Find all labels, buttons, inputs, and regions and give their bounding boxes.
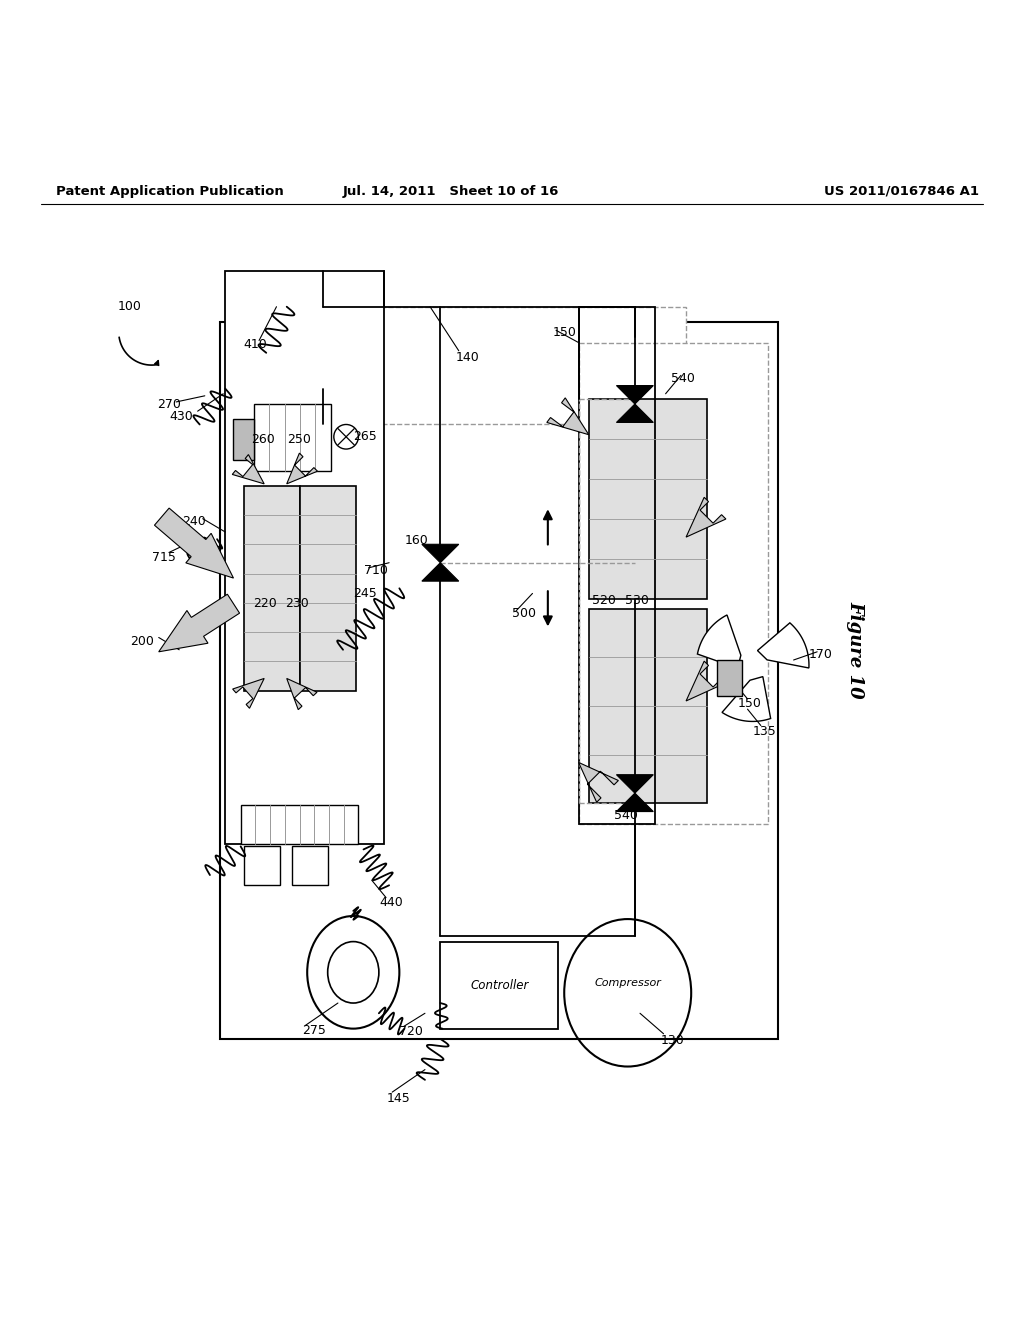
Polygon shape	[697, 615, 741, 668]
Polygon shape	[422, 562, 459, 581]
Bar	[579, 306, 655, 824]
Polygon shape	[232, 454, 264, 484]
Bar	[220, 322, 778, 1039]
Text: 200: 200	[130, 635, 154, 648]
Text: 440: 440	[379, 896, 402, 909]
Text: 150: 150	[553, 326, 577, 339]
Polygon shape	[686, 661, 726, 701]
Text: 715: 715	[152, 552, 175, 564]
Bar	[300, 486, 356, 690]
Text: Compressor: Compressor	[594, 978, 662, 987]
Polygon shape	[616, 385, 653, 404]
Text: 135: 135	[753, 725, 776, 738]
Bar	[244, 486, 300, 690]
Text: Controller: Controller	[470, 978, 528, 991]
Polygon shape	[155, 508, 233, 578]
Text: 720: 720	[399, 1026, 423, 1039]
Text: 430: 430	[169, 409, 193, 422]
Polygon shape	[616, 404, 653, 422]
Bar	[579, 343, 768, 824]
Text: 240: 240	[182, 515, 206, 528]
Text: 140: 140	[456, 351, 479, 364]
Text: 160: 160	[404, 533, 428, 546]
Polygon shape	[686, 498, 726, 537]
Text: 250: 250	[287, 433, 310, 446]
Bar	[440, 941, 558, 1028]
Polygon shape	[616, 775, 653, 793]
Text: 130: 130	[660, 1035, 684, 1048]
Text: Jul. 14, 2011   Sheet 10 of 16: Jul. 14, 2011 Sheet 10 of 16	[342, 185, 559, 198]
Text: 540: 540	[614, 809, 638, 822]
Bar	[225, 271, 384, 845]
Polygon shape	[287, 453, 317, 484]
Text: 145: 145	[387, 1092, 411, 1105]
Text: Figure 10: Figure 10	[846, 601, 864, 698]
Bar	[241, 805, 358, 845]
Text: 230: 230	[285, 597, 308, 610]
Text: 260: 260	[251, 433, 274, 446]
Bar	[233, 420, 254, 461]
Bar	[254, 404, 331, 470]
Bar	[589, 609, 707, 804]
Polygon shape	[547, 397, 589, 434]
Text: 245: 245	[353, 587, 377, 599]
Polygon shape	[758, 623, 809, 668]
Bar	[717, 660, 742, 696]
Text: 150: 150	[737, 697, 761, 710]
Text: 275: 275	[302, 1024, 326, 1038]
Text: Patent Application Publication: Patent Application Publication	[56, 185, 284, 198]
Polygon shape	[579, 763, 618, 803]
Polygon shape	[722, 677, 771, 722]
Text: 710: 710	[364, 565, 387, 577]
Text: 270: 270	[157, 397, 180, 411]
Text: 530: 530	[625, 594, 648, 607]
Text: 520: 520	[592, 594, 615, 607]
Text: 410: 410	[244, 338, 267, 351]
Bar	[589, 399, 707, 598]
Polygon shape	[422, 544, 459, 562]
Text: 540: 540	[671, 372, 694, 385]
Bar	[244, 846, 280, 886]
Text: 170: 170	[809, 648, 833, 661]
Polygon shape	[287, 678, 317, 710]
Text: US 2011/0167846 A1: US 2011/0167846 A1	[823, 185, 979, 198]
Bar	[323, 306, 686, 425]
Text: 100: 100	[118, 300, 141, 313]
Polygon shape	[159, 594, 240, 652]
Text: 265: 265	[353, 430, 377, 444]
Polygon shape	[232, 678, 264, 709]
Text: 220: 220	[253, 597, 276, 610]
Polygon shape	[616, 793, 653, 812]
Bar	[292, 846, 328, 886]
Text: 500: 500	[512, 607, 536, 620]
